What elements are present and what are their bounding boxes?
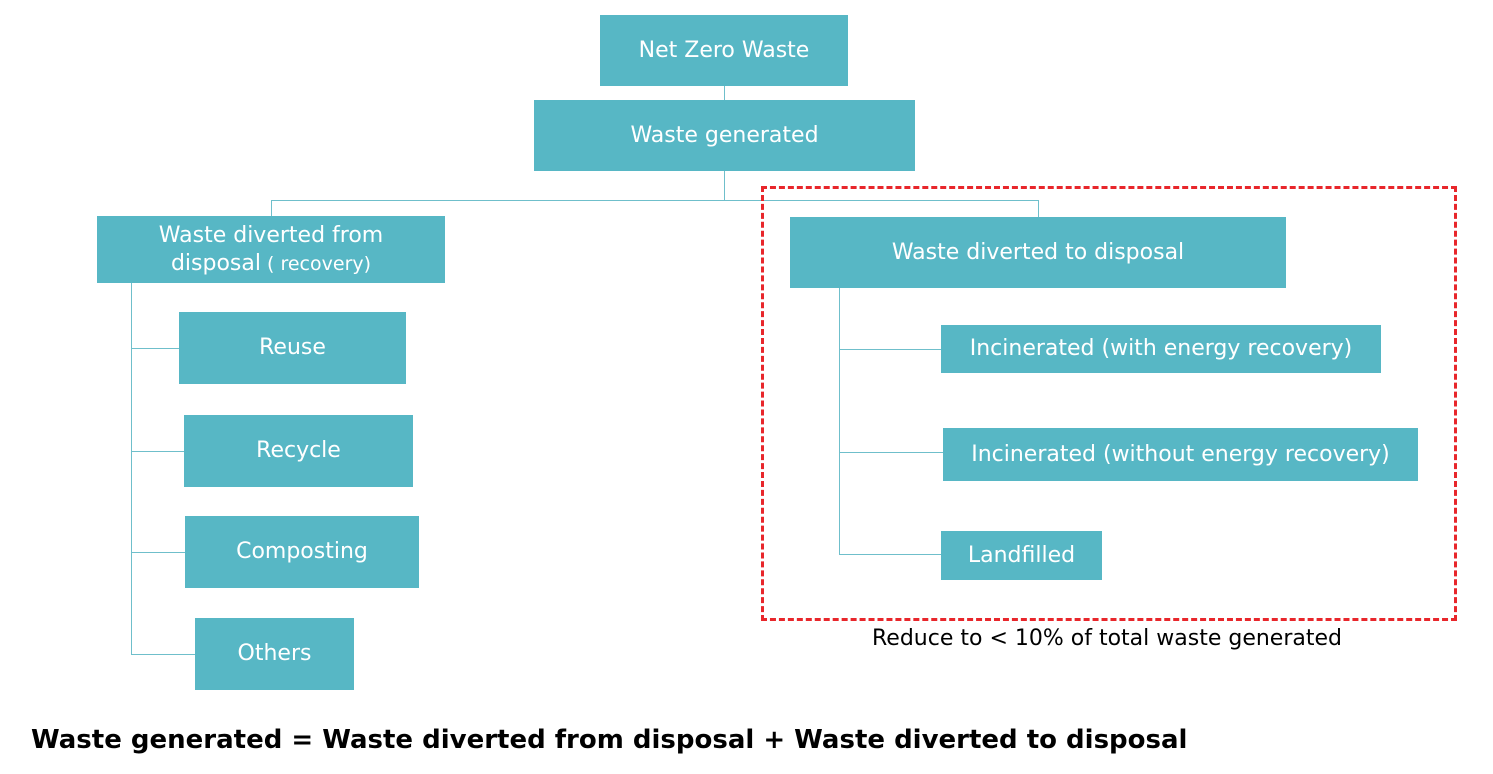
disposal-highlight-box xyxy=(761,186,1457,621)
node-reuse-label: Reuse xyxy=(259,335,326,361)
connector-generated-down xyxy=(724,171,725,201)
node-diverted-from-line1: Waste diverted from xyxy=(158,223,384,248)
target-note: Reduce to < 10% of total waste generated xyxy=(872,626,1342,651)
node-landfilled-label: Landfilled xyxy=(967,542,1076,568)
connector-left-spine xyxy=(131,283,132,655)
node-incinerated-with-label: Incinerated (with energy recovery) xyxy=(969,336,1353,362)
node-incinerated-without-energy: Incinerated (without energy recovery) xyxy=(943,428,1418,481)
node-net-zero-waste-label: Net Zero Waste xyxy=(638,37,810,63)
connector-landfilled xyxy=(839,554,941,555)
connector-composting xyxy=(131,552,185,553)
node-waste-generated-label: Waste generated xyxy=(630,122,819,148)
node-diverted-from-line2: disposal xyxy=(170,250,261,276)
connector-recycle xyxy=(131,451,184,452)
connector-incinerated-with xyxy=(839,349,941,350)
node-incinerated-without-label: Incinerated (without energy recovery) xyxy=(971,441,1390,467)
node-others: Others xyxy=(195,618,354,690)
connector-others xyxy=(131,654,195,655)
connector-right-spine xyxy=(839,287,840,555)
node-landfilled: Landfilled xyxy=(941,531,1102,580)
node-diverted-to-label: Waste diverted to disposal xyxy=(891,239,1185,265)
connector-root-generated xyxy=(724,86,725,101)
node-composting: Composting xyxy=(185,516,419,588)
connector-branch-horizontal xyxy=(271,200,1039,201)
node-composting-label: Composting xyxy=(236,539,368,565)
node-diverted-from-suffix: ( recovery) xyxy=(260,252,372,275)
node-recycle: Recycle xyxy=(184,415,413,487)
formula-text: Waste generated = Waste diverted from di… xyxy=(31,725,1188,755)
connector-incinerated-without xyxy=(839,452,943,453)
node-waste-diverted-from-disposal: Waste diverted from disposal ( recovery) xyxy=(97,216,445,283)
connector-right-branch xyxy=(1038,200,1039,218)
connector-reuse xyxy=(131,348,179,349)
node-others-label: Others xyxy=(237,641,312,667)
node-net-zero-waste: Net Zero Waste xyxy=(600,15,848,86)
node-waste-generated: Waste generated xyxy=(534,100,915,171)
connector-left-branch xyxy=(271,200,272,217)
node-incinerated-with-energy: Incinerated (with energy recovery) xyxy=(941,325,1381,373)
node-waste-diverted-to-disposal: Waste diverted to disposal xyxy=(790,217,1286,288)
node-reuse: Reuse xyxy=(179,312,406,384)
node-recycle-label: Recycle xyxy=(256,438,341,464)
